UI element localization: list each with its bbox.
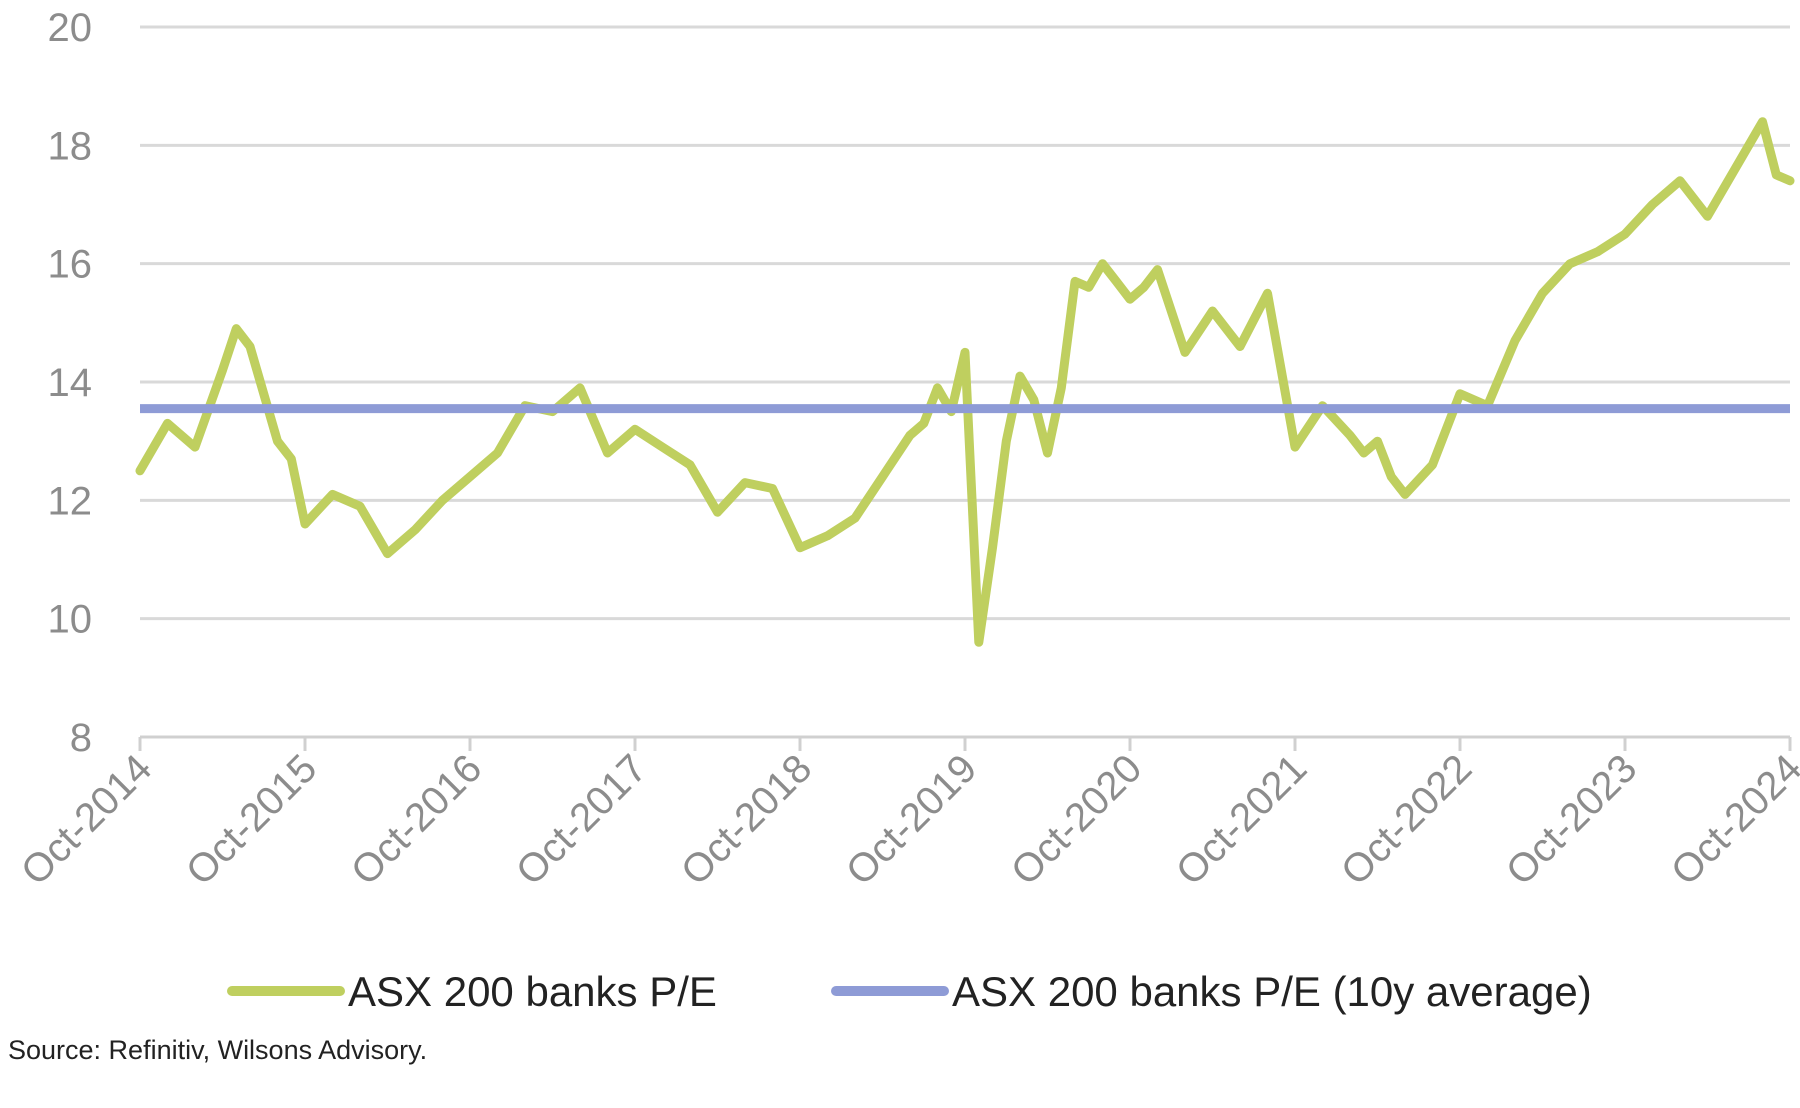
y-tick-label: 10: [48, 598, 93, 642]
series-line-banks-pe: [135, 117, 1795, 647]
x-tick-label: Oct-2021: [1168, 746, 1315, 893]
y-tick-label: 20: [48, 6, 93, 50]
series-lines: [135, 117, 1795, 647]
y-tick-label: 16: [48, 243, 93, 287]
legend: ASX 200 banks P/E ASX 200 banks P/E (10y …: [227, 968, 1592, 1015]
x-tick-label: Oct-2017: [508, 746, 655, 893]
x-axis: Oct-2014 Oct-2015 Oct-2016 Oct-2017 Oct-2018…: [13, 735, 1800, 894]
y-tick-label: 18: [48, 124, 93, 168]
y-tick-label: 8: [70, 716, 92, 760]
x-tick-label: Oct-2022: [1333, 746, 1480, 893]
y-tick-label: 14: [48, 361, 93, 405]
legend-label: ASX 200 banks P/E (10y average): [952, 968, 1592, 1015]
y-tick-label: 12: [48, 479, 93, 523]
gridlines: [140, 25, 1790, 621]
x-tick-label: Oct-2014: [13, 746, 160, 893]
x-tick-label: Oct-2015: [178, 746, 325, 893]
source-note: Source: Refinitiv, Wilsons Advisory.: [8, 1035, 428, 1065]
x-tick-label: Oct-2019: [838, 746, 985, 893]
x-tick-label: Oct-2023: [1498, 746, 1645, 893]
legend-label: ASX 200 banks P/E: [348, 968, 717, 1015]
y-axis-ticks: 8 10 12 14 16 18 20: [48, 6, 93, 760]
x-tick-label: Oct-2018: [673, 746, 820, 893]
x-tick-label: Oct-2024: [1663, 746, 1800, 893]
x-tick-label: Oct-2020: [1003, 746, 1150, 893]
x-tick-label: Oct-2016: [343, 746, 490, 893]
